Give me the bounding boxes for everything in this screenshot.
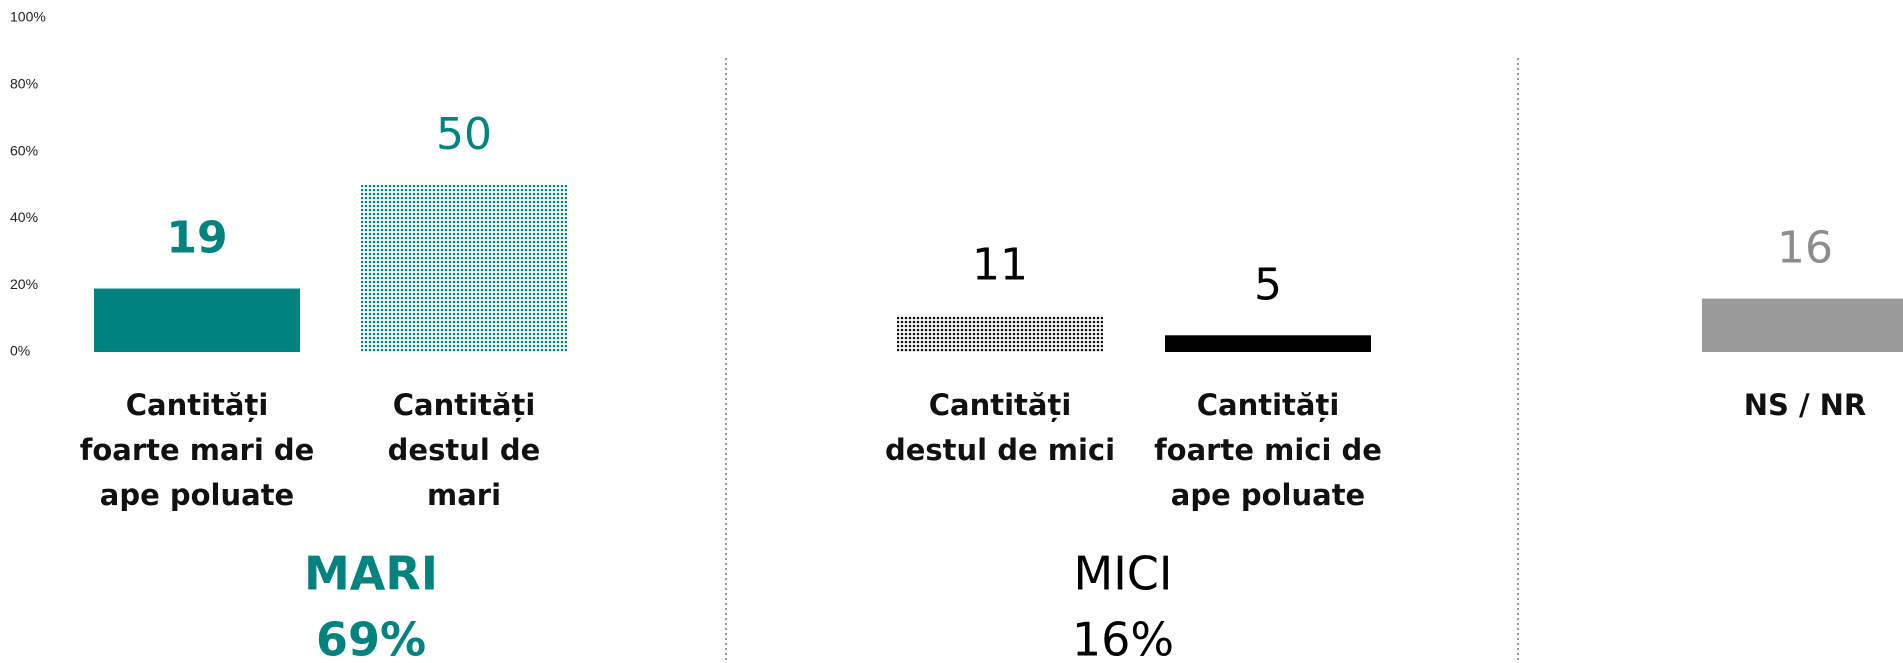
value-label: 5 bbox=[1254, 259, 1282, 310]
group-name: MICI bbox=[1074, 547, 1173, 601]
x-tick-label: NS / NR bbox=[1744, 388, 1867, 422]
value-label: 16 bbox=[1777, 223, 1833, 274]
group-name: MARI bbox=[304, 547, 438, 601]
y-tick-label: 80% bbox=[10, 76, 38, 92]
value-label: 50 bbox=[436, 109, 492, 160]
bar bbox=[897, 315, 1103, 352]
bar bbox=[361, 185, 567, 352]
bar bbox=[94, 288, 300, 352]
value-label: 11 bbox=[972, 239, 1028, 290]
bar bbox=[1165, 335, 1371, 352]
x-tick-label: Cantități foarte mari de ape poluate bbox=[80, 388, 315, 512]
y-tick-label: 0% bbox=[10, 343, 30, 359]
x-tick-label: Cantități foarte mici de ape poluate bbox=[1154, 388, 1382, 512]
x-tick-label: Cantități destul de mari bbox=[388, 388, 541, 512]
group-total: 16% bbox=[1072, 613, 1174, 663]
y-tick-label: 40% bbox=[10, 209, 38, 225]
y-tick-label: 100% bbox=[10, 9, 46, 25]
y-tick-label: 20% bbox=[10, 276, 38, 292]
x-tick-label: Cantități destul de mici bbox=[885, 388, 1115, 467]
value-label: 19 bbox=[166, 213, 227, 264]
y-tick-label: 60% bbox=[10, 142, 38, 158]
bar bbox=[1702, 298, 1903, 352]
group-total: 69% bbox=[316, 613, 426, 663]
